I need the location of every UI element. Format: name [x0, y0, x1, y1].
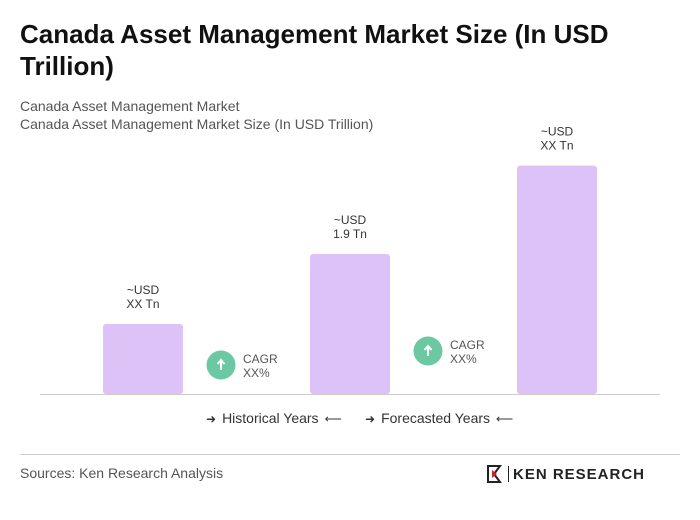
arrow-right-icon: ➜ — [365, 412, 376, 426]
chart-subtitle: Canada Asset Management Market Size (In … — [20, 116, 374, 132]
legend-historical: ➜ Historical Years ⟵ — [200, 410, 348, 426]
cagr-label: CAGR — [243, 352, 278, 366]
footer-divider — [20, 454, 680, 455]
bar-data-label: XX Tn — [540, 139, 573, 153]
arrow-right-icon: ➜ — [206, 412, 217, 426]
arrow-up-icon — [423, 344, 433, 356]
subtitle: Canada Asset Management Market — [20, 98, 240, 114]
ken-research-logo: KEN RESEARCH — [486, 464, 645, 484]
arrow-up-icon — [216, 358, 226, 370]
logo-text: KEN RESEARCH — [513, 465, 646, 483]
arrow-left-icon: ⟵ — [496, 412, 514, 426]
cagr-value: XX% — [243, 366, 270, 380]
source-text: Sources: Ken Research Analysis — [20, 465, 224, 481]
bar-data-label: XX Tn — [126, 297, 159, 311]
legend-forecasted-label: Forecasted Years — [381, 410, 491, 426]
bar-data-label: ~USD — [127, 283, 160, 297]
bar — [103, 324, 183, 394]
cagr-value: XX% — [450, 352, 477, 366]
bar — [517, 165, 597, 394]
legend-forecasted: ➜ Forecasted Years ⟵ — [359, 410, 519, 426]
legend-historical-label: Historical Years — [222, 410, 319, 426]
logo-icon — [487, 465, 502, 483]
arrow-left-icon: ⟵ — [324, 412, 342, 426]
cagr-label: CAGR — [450, 338, 485, 352]
bar-data-label: ~USD — [334, 213, 367, 227]
bar-data-label: 1.9 Tn — [333, 227, 367, 241]
page-title: Canada Asset Management Market Size (In … — [20, 19, 609, 81]
bar-data-label: ~USD — [541, 125, 574, 139]
bar — [310, 254, 390, 394]
